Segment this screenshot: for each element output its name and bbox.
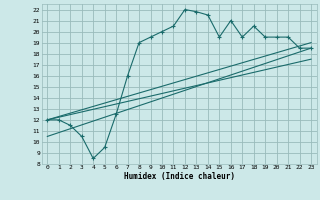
X-axis label: Humidex (Indice chaleur): Humidex (Indice chaleur): [124, 172, 235, 181]
